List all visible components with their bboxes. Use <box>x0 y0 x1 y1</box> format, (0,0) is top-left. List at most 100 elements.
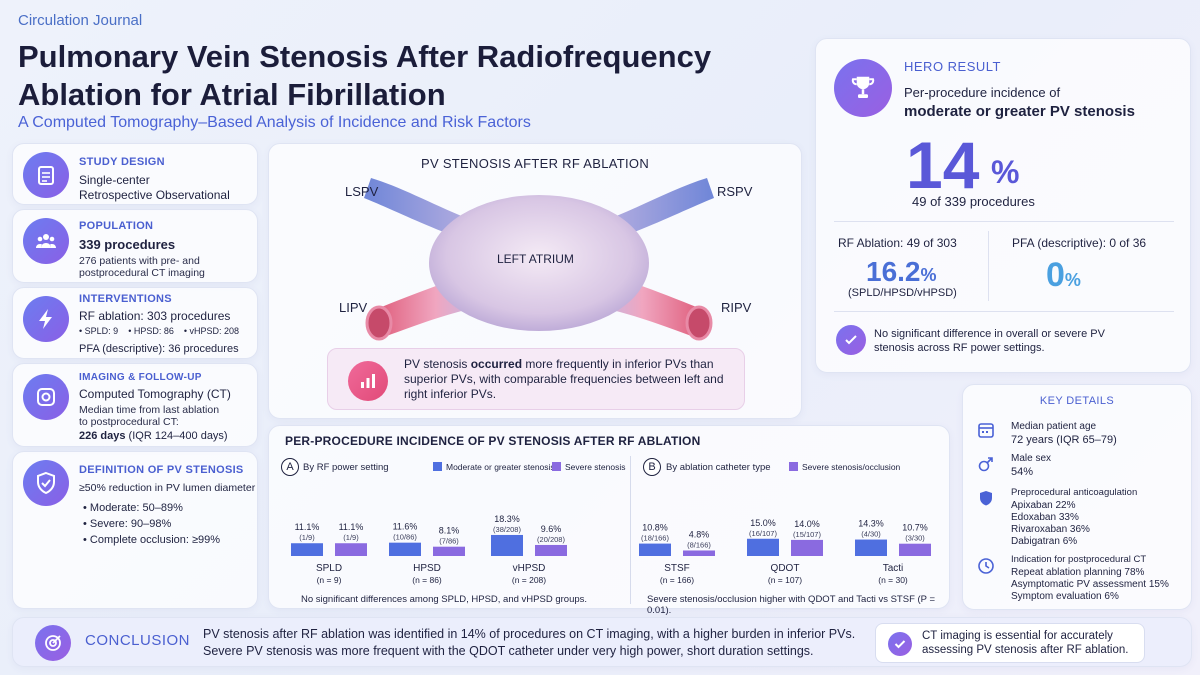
interventions-heading: INTERVENTIONS <box>79 293 172 305</box>
sex-label: Male sex <box>1011 453 1052 464</box>
bar-hpsd-1 <box>433 546 465 556</box>
callout-text-pre: PV stenosis <box>404 357 471 371</box>
bar-qdot-1 <box>791 539 823 556</box>
bar-spld-0 <box>291 543 323 556</box>
hero-divider2 <box>834 311 1174 312</box>
conclusion-label: CONCLUSION <box>85 632 191 649</box>
population-detail2: postprocedural CT imaging <box>79 267 205 279</box>
population-heading: POPULATION <box>79 220 154 232</box>
anticoag-rivaroxaban: Rivaroxaban 36% <box>1011 524 1090 535</box>
legend-severe-occlusion: Severe stenosis/occlusion <box>802 462 901 472</box>
imaging-heading: IMAGING & FOLLOW-UP <box>79 372 202 383</box>
scanner-icon <box>23 374 69 420</box>
indication-asymptomatic: Asymptomatic PV assessment 15% <box>1011 579 1169 590</box>
bar-frac-spld-1: (1/9) <box>343 533 359 542</box>
population-main: 339 procedures <box>79 237 176 252</box>
population-detail1: 276 patients with pre- and <box>79 255 200 267</box>
category-qdot: QDOT <box>771 563 800 574</box>
clipboard-icon <box>23 152 69 198</box>
hero-value: 14 <box>906 128 980 202</box>
callout-text: PV stenosis occurred more frequently in … <box>404 357 734 402</box>
rf-value-pct: % <box>920 265 937 285</box>
category-vhpsd: vHPSD <box>513 563 546 574</box>
bar-label-spld-1: 11.1% <box>339 522 364 532</box>
clock-icon <box>977 557 995 580</box>
bar-label-qdot-1: 14.0% <box>794 519 820 529</box>
interventions-rf: RF ablation: 303 procedures <box>79 309 231 323</box>
bar-chart-svg: 11.1%(1/9)11.1%(1/9)SPLD(n = 9)11.6%(10/… <box>291 514 931 585</box>
hero-heading: HERO RESULT <box>904 59 1001 74</box>
pfa-label: PFA (descriptive): 0 of 36 <box>1012 236 1147 250</box>
rf-label: RF Ablation: 49 of 303 <box>838 236 957 250</box>
bar-label-hpsd-1: 8.1% <box>439 526 460 536</box>
category-n-stsf: (n = 166) <box>660 575 694 585</box>
age-label: Median patient age <box>1011 421 1097 432</box>
rf-note: (SPLD/HPSD/vHPSD) <box>848 287 957 299</box>
bar-stsf-1 <box>683 550 715 556</box>
trophy-icon <box>834 59 892 117</box>
study-design-line2: Retrospective Observational <box>79 188 230 202</box>
shield-check-icon <box>23 460 69 506</box>
panel-b-badge: B <box>643 458 661 476</box>
definition-severe: • Severe: 90–98% <box>83 518 172 530</box>
bar-stsf-0 <box>639 543 671 556</box>
bar-frac-tacti-0: (4/30) <box>861 530 881 539</box>
check-icon <box>836 325 866 355</box>
definition-occlusion: • Complete occlusion: ≥99% <box>83 534 221 546</box>
population-card: POPULATION 339 procedures 276 patients w… <box>12 209 258 283</box>
category-hpsd: HPSD <box>413 563 441 574</box>
shield-icon <box>977 489 995 512</box>
legend-moderate: Moderate or greater stenosis <box>446 462 555 472</box>
imaging-days-row: 226 days (IQR 124–400 days) <box>79 429 228 444</box>
ripv-label: RIPV <box>721 300 752 315</box>
bar-vhpsd-0 <box>491 534 523 556</box>
bar-frac-vhpsd-0: (38/208) <box>493 525 521 534</box>
bar-label-tacti-0: 14.3% <box>858 519 884 529</box>
bar-frac-stsf-1: (8/166) <box>687 540 711 549</box>
legend-severe-swatch <box>552 462 561 471</box>
panel-a-badge: A <box>281 458 299 476</box>
category-n-qdot: (n = 107) <box>768 575 802 585</box>
category-n-hpsd: (n = 86) <box>412 575 442 585</box>
incidence-chart-card: PER-PROCEDURE INCIDENCE OF PV STENOSIS A… <box>268 425 950 616</box>
anticoag-edoxaban: Edoxaban 33% <box>1011 512 1079 523</box>
interventions-pfa: PFA (descriptive): 36 procedures <box>79 343 239 355</box>
diagram-card: PV STENOSIS AFTER RF ABLATION <box>268 143 802 419</box>
split-spld: • SPLD: 9 <box>79 326 119 336</box>
diagram-title: PV STENOSIS AFTER RF ABLATION <box>420 156 650 171</box>
bar-frac-qdot-1: (15/107) <box>793 530 821 539</box>
bar-tacti-1 <box>899 543 931 556</box>
sex-value: 54% <box>1011 466 1034 478</box>
hero-divider <box>834 221 1174 222</box>
indication-label: Indication for postprocedural CT <box>1011 554 1147 565</box>
left-atrium-shape <box>429 195 649 331</box>
page-subtitle: A Computed Tomography–Based Analysis of … <box>18 114 531 131</box>
callout-text-post: more frequently in inferior PVs than sup… <box>404 357 724 401</box>
anticoag-dabigatran: Dabigatran 6% <box>1011 536 1078 547</box>
bar-label-vhpsd-0: 18.3% <box>494 514 520 524</box>
hero-sub2: moderate or greater PV stenosis <box>904 103 1135 120</box>
definition-line: ≥50% reduction in PV lumen diameter <box>79 482 256 494</box>
bar-frac-hpsd-0: (10/86) <box>393 533 417 542</box>
hero-result-card: HERO RESULT Per-procedure incidence of m… <box>815 38 1191 373</box>
diagram-callout: PV stenosis occurred more frequently in … <box>327 348 745 410</box>
bar-frac-vhpsd-1: (20/208) <box>537 535 565 544</box>
split-vhpsd: • vHPSD: 208 <box>183 326 240 336</box>
panel-a-label: By RF power setting <box>303 462 389 473</box>
legend-severe: Severe stenosis <box>565 462 626 472</box>
lspv-label: LSPV <box>345 184 379 199</box>
bar-frac-hpsd-1: (7/86) <box>439 537 459 546</box>
bar-label-vhpsd-1: 9.6% <box>541 524 562 534</box>
imaging-line2: to postprocedural CT: <box>79 416 179 428</box>
imaging-line1: Median time from last ablation <box>79 404 220 416</box>
category-tacti: Tacti <box>883 563 904 574</box>
bar-frac-qdot-0: (16/107) <box>749 529 777 538</box>
ripv-ostium <box>685 305 713 341</box>
category-spld: SPLD <box>316 563 342 574</box>
calendar-icon <box>977 421 995 444</box>
hero-percent: % <box>991 154 1020 190</box>
interventions-splits: • SPLD: 9 • HPSD: 86 • vHPSD: 208 <box>79 326 239 336</box>
panel-divider <box>630 456 631 604</box>
legend-moderate-swatch <box>433 462 442 471</box>
category-n-spld: (n = 9) <box>317 575 342 585</box>
